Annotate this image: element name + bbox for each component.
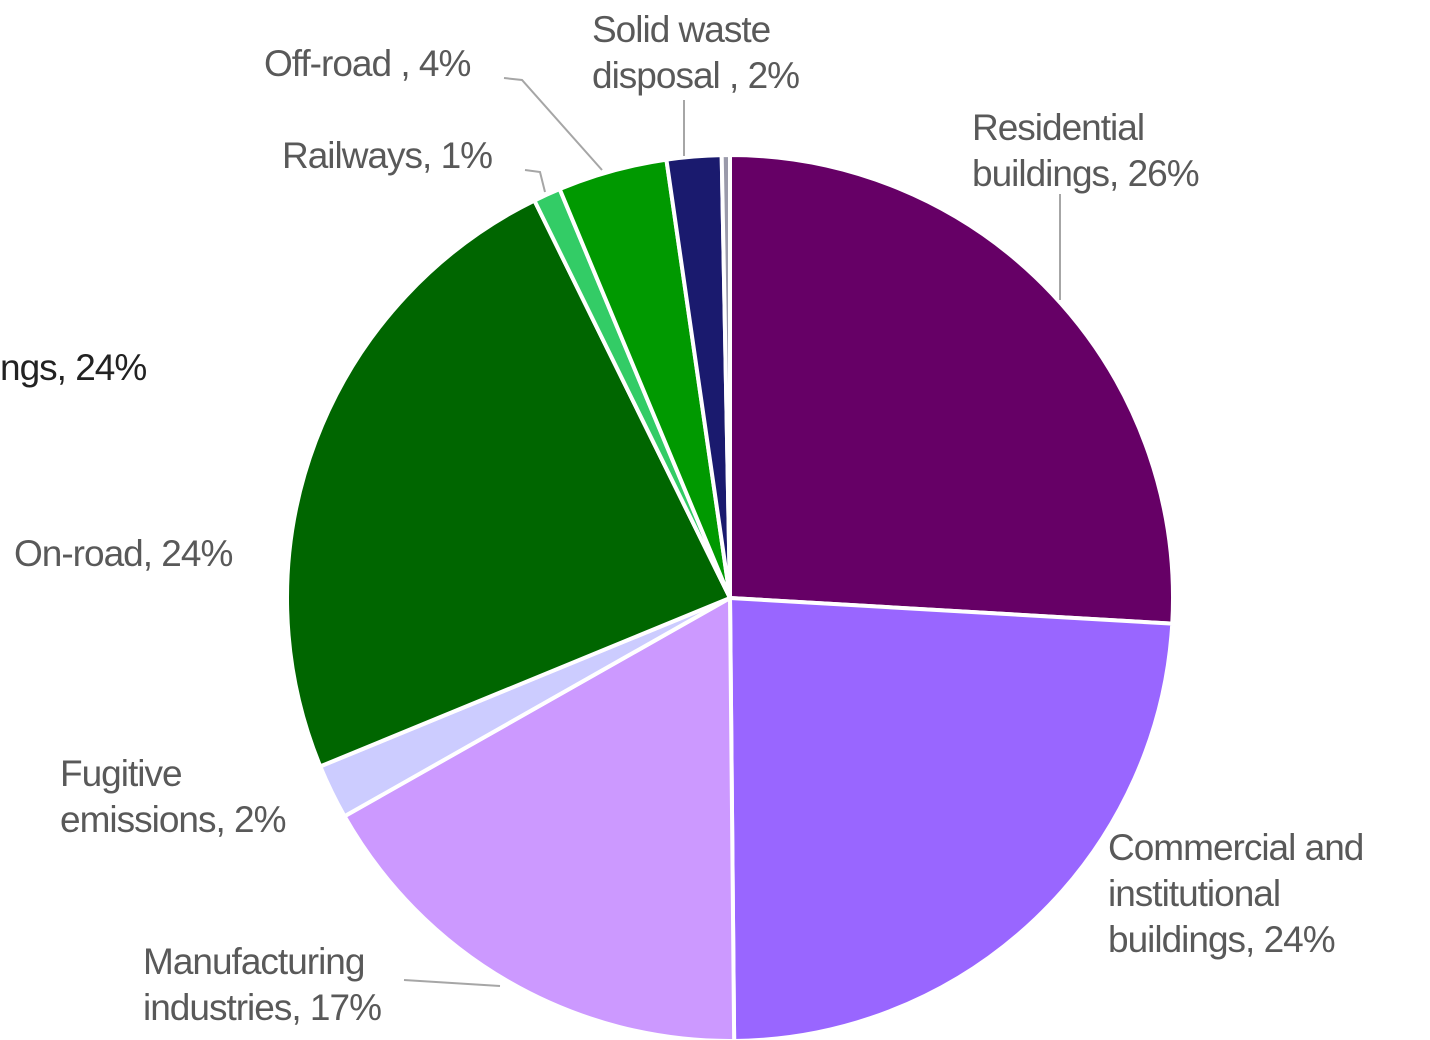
pie-slice-on-road <box>285 198 732 769</box>
pie-slice-manufacturing-industries <box>342 596 737 1040</box>
slice-label-on-road: On-road, 24% <box>14 533 232 574</box>
slice-label-fugitive-emissions: Fugitive emissions, 2% <box>60 753 286 840</box>
slice-label-solid-waste-disposal: Solid waste disposal , 2% <box>592 9 799 96</box>
slice-label-off-road: Off-road , 4% <box>264 43 470 84</box>
slice-label-manufacturing-industries: Manufacturing industries, 17% <box>143 941 381 1028</box>
slice-labels: Residential buildings, 26% Commercial and i… <box>14 9 1364 1028</box>
cropped-slice-label: ngs, 24% <box>0 347 146 388</box>
slice-label-residential-buildings: Residential buildings, 26% <box>972 107 1199 194</box>
pie-slice-residential-buildings <box>728 153 1175 626</box>
pie-slice-commercial-and-institutional-buildings <box>728 596 1175 1040</box>
slice-label-railways: Railways, 1% <box>282 135 492 176</box>
pie-slices <box>285 153 1175 1040</box>
slice-label-commercial-and-institutional-buildings: Commercial and institutional buildings, 24… <box>1108 827 1363 960</box>
pie-slice-other <box>719 153 732 600</box>
leader-line-off-road <box>503 77 603 171</box>
leader-lines <box>403 77 1061 987</box>
leader-line-manufacturing <box>403 979 501 987</box>
leader-line-railways <box>524 169 546 193</box>
